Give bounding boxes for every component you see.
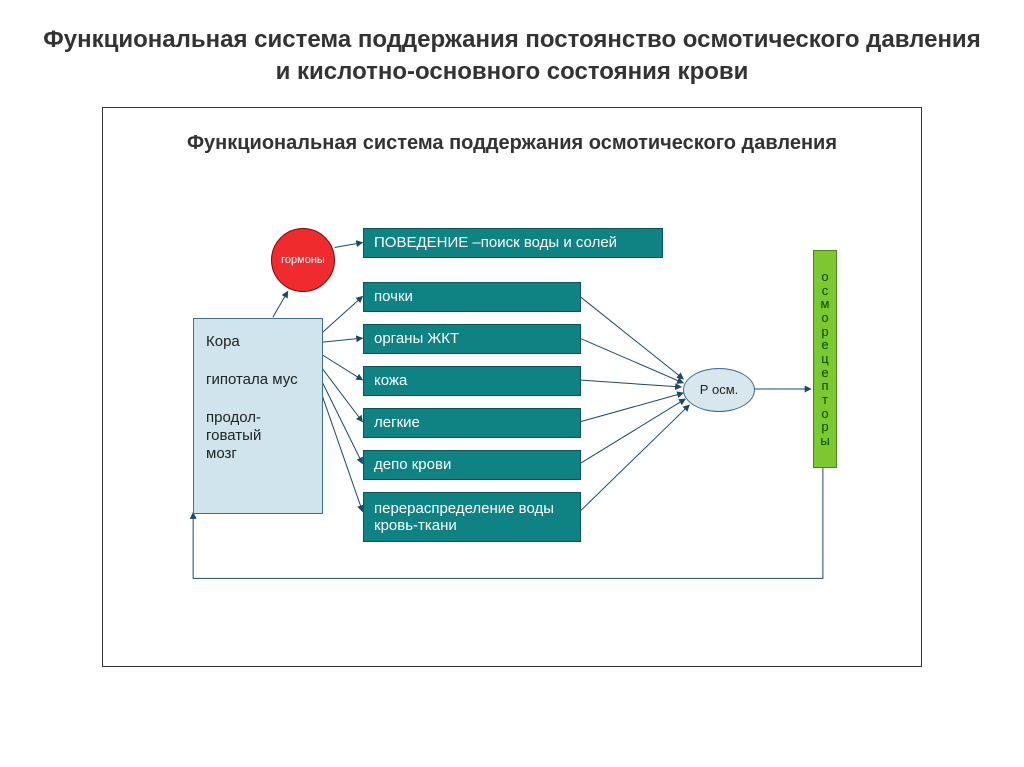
posm-ellipse: Р осм.	[683, 368, 755, 412]
diagram-title: Функциональная система поддержания осмот…	[103, 108, 921, 167]
receptor-bar: осморецепторы	[813, 250, 837, 468]
lungs-box: легкие	[363, 408, 581, 438]
kidneys-box: почки	[363, 282, 581, 312]
hormone-label: гормоны	[281, 254, 325, 266]
kidneys-label: почки	[374, 288, 413, 305]
hormone-circle: гормоны	[271, 228, 335, 292]
behavior-label: ПОВЕДЕНИЕ –поиск воды и солей	[374, 234, 617, 251]
diagram-frame: Функциональная система поддержания осмот…	[102, 107, 922, 667]
blood-depot-box: депо крови	[363, 450, 581, 480]
behavior-box: ПОВЕДЕНИЕ –поиск воды и солей	[363, 228, 663, 258]
gi-box: органы ЖКТ	[363, 324, 581, 354]
skin-label: кожа	[374, 372, 407, 389]
skin-box: кожа	[363, 366, 581, 396]
brain-line-1: Кора	[206, 333, 310, 351]
blood-depot-label: депо крови	[374, 456, 451, 473]
brain-line-3: продол- говатый мозг	[206, 409, 310, 463]
brain-box: Кора гипотала мус продол- говатый мозг	[193, 318, 323, 514]
slide-title: Функциональная система поддержания посто…	[0, 0, 1024, 107]
redistribution-label: перераспределение воды кровь-ткани	[374, 500, 570, 535]
gi-label: органы ЖКТ	[374, 330, 459, 347]
posm-label: Р осм.	[700, 382, 739, 397]
brain-line-2: гипотала мус	[206, 371, 310, 389]
lungs-label: легкие	[374, 414, 420, 431]
redistribution-box: перераспределение воды кровь-ткани	[363, 492, 581, 542]
